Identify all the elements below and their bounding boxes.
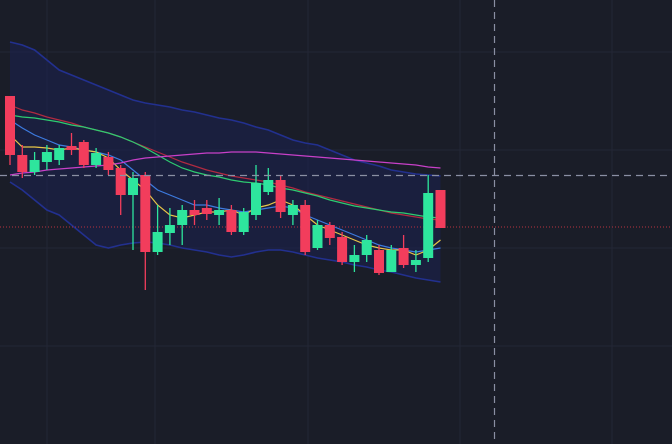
candle-body <box>140 175 151 252</box>
candle-body <box>423 193 434 258</box>
candle-body <box>238 212 249 232</box>
candle-body <box>374 250 384 273</box>
candle-body <box>324 225 335 238</box>
indicator-line <box>9 114 441 219</box>
candle-body <box>189 210 200 215</box>
candle-body <box>17 155 28 172</box>
band-upper <box>9 41 441 177</box>
candle-body <box>128 178 138 195</box>
candle-body <box>349 255 360 262</box>
candle-body <box>103 157 114 170</box>
candle-body <box>410 260 421 265</box>
candle-body <box>275 180 286 212</box>
candle-body <box>78 142 89 165</box>
candle-body <box>164 225 175 233</box>
candle-body <box>29 160 40 172</box>
plot-area <box>0 41 672 290</box>
candle-body <box>251 183 261 215</box>
candle-body <box>91 153 102 165</box>
band-lower <box>9 181 441 283</box>
candle-body <box>300 205 311 252</box>
candle-body <box>226 210 237 232</box>
candle-body <box>41 152 52 162</box>
candle-body <box>435 190 446 228</box>
candle-body <box>263 180 274 192</box>
candle-body <box>337 237 348 262</box>
candle-body <box>312 225 323 248</box>
candle-body <box>398 248 409 265</box>
candle-body <box>5 96 15 155</box>
candle-body <box>201 208 212 214</box>
candle-body <box>287 205 298 215</box>
candle-body <box>361 240 372 255</box>
candle-body <box>54 148 65 160</box>
candle-body <box>66 146 77 150</box>
candle-body <box>386 250 397 272</box>
candle-body <box>214 210 225 215</box>
candle-body <box>177 210 188 225</box>
candle-body <box>115 168 126 195</box>
band-area <box>10 42 441 282</box>
indicator-line <box>9 151 441 176</box>
candle-body <box>152 232 163 252</box>
